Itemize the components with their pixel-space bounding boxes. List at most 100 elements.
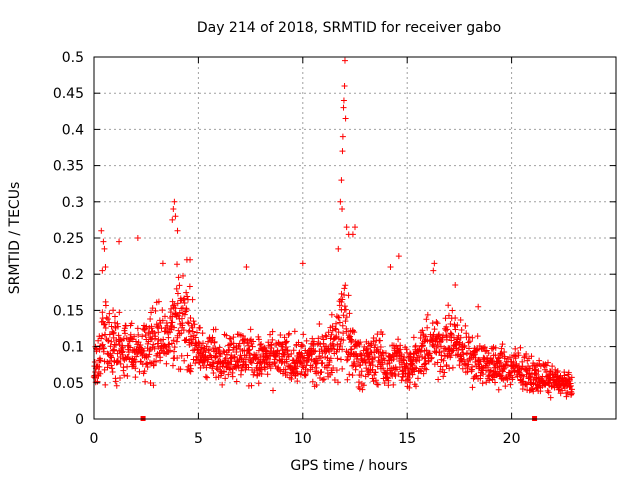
data-point <box>430 331 437 338</box>
y-axis: 0 0.05 0.1 0.15 0.2 0.25 0.3 0.35 0.4 0.45 0.5 <box>53 50 616 428</box>
data-point <box>108 354 115 361</box>
data-point <box>161 313 168 320</box>
data-point <box>528 371 535 378</box>
data-point <box>507 381 514 388</box>
data-point <box>397 346 404 353</box>
data-point <box>458 355 465 362</box>
data-point <box>175 312 182 319</box>
data-point <box>452 326 459 333</box>
data-point <box>472 354 479 361</box>
data-point <box>191 321 198 328</box>
data-point <box>147 336 154 343</box>
data-point <box>412 343 419 350</box>
data-point <box>299 260 306 267</box>
data-point <box>466 338 473 345</box>
data-point <box>222 375 229 382</box>
data-point <box>430 267 437 274</box>
data-point <box>337 198 344 205</box>
data-point <box>348 346 355 353</box>
data-point <box>309 335 316 342</box>
data-point <box>115 357 122 364</box>
data-point <box>395 253 402 260</box>
data-point <box>187 365 194 372</box>
data-point <box>101 321 108 328</box>
data-point <box>302 371 309 378</box>
data-point <box>111 313 118 320</box>
data-point <box>431 260 438 267</box>
data-point <box>479 380 486 387</box>
data-point <box>174 227 181 234</box>
data-point <box>145 353 152 360</box>
data-point <box>545 389 552 396</box>
data-point <box>339 322 346 329</box>
data-point <box>403 362 410 369</box>
data-point <box>170 337 177 344</box>
data-point <box>528 353 535 360</box>
data-point <box>99 267 106 274</box>
data-point <box>261 366 268 373</box>
data-point <box>288 376 295 383</box>
data-point <box>310 338 317 345</box>
data-point <box>249 343 256 350</box>
data-point <box>499 341 506 348</box>
data-point <box>331 377 338 384</box>
data-point <box>108 323 115 330</box>
data-point <box>166 341 173 348</box>
data-point <box>245 342 252 349</box>
data-point <box>334 355 341 362</box>
data-point <box>281 334 288 341</box>
data-point <box>343 224 350 231</box>
data-point <box>356 385 363 392</box>
data-point <box>357 339 364 346</box>
data-point <box>450 334 457 341</box>
data-point <box>168 305 175 312</box>
data-point <box>194 346 201 353</box>
x-tick-label: 5 <box>194 431 203 447</box>
data-point <box>484 364 491 371</box>
data-point <box>422 333 429 340</box>
data-point <box>180 272 187 279</box>
data-point <box>202 373 209 380</box>
data-point <box>379 349 386 356</box>
data-point <box>425 358 432 365</box>
data-point <box>309 378 316 385</box>
data-point <box>336 302 343 309</box>
data-point <box>165 348 172 355</box>
data-point <box>216 344 223 351</box>
data-point <box>184 366 191 373</box>
data-point <box>414 375 421 382</box>
data-point <box>203 364 210 371</box>
data-point <box>164 328 171 335</box>
data-point <box>247 352 254 359</box>
data-point <box>162 343 169 350</box>
data-point <box>299 342 306 349</box>
data-point <box>535 368 542 375</box>
data-point <box>149 305 156 312</box>
y-tick-label: 0.4 <box>62 122 84 138</box>
data-point <box>335 329 342 336</box>
data-point <box>175 274 182 281</box>
data-point <box>333 320 340 327</box>
data-point <box>225 347 232 354</box>
data-point <box>111 347 118 354</box>
data-point <box>341 303 348 310</box>
data-point <box>99 341 106 348</box>
data-point <box>132 365 139 372</box>
data-point <box>442 315 449 322</box>
data-point <box>183 306 190 313</box>
data-point <box>550 371 557 378</box>
data-point <box>335 245 342 252</box>
data-point <box>199 330 206 337</box>
data-point <box>311 348 318 355</box>
data-point <box>177 366 184 373</box>
data-point <box>163 345 170 352</box>
data-point <box>338 299 345 306</box>
data-point <box>109 368 116 375</box>
data-point <box>250 338 257 345</box>
data-point <box>104 315 111 322</box>
data-point <box>102 381 109 388</box>
y-tick-label: 0.25 <box>53 231 84 247</box>
data-point <box>377 343 384 350</box>
data-point <box>189 328 196 335</box>
